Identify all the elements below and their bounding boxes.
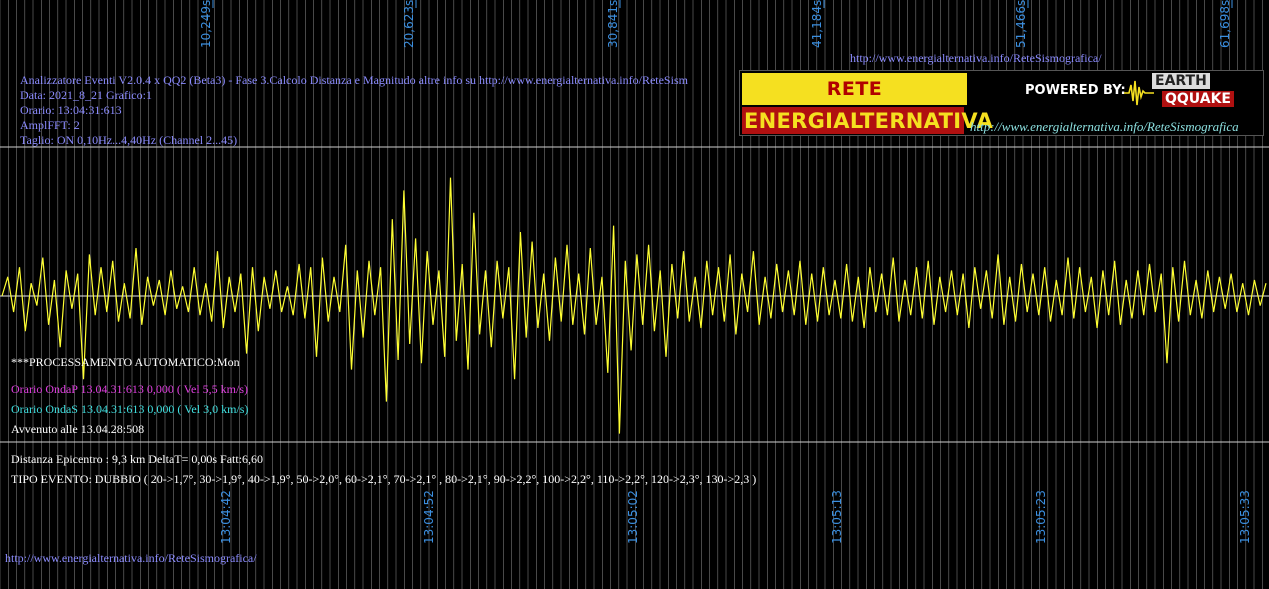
logo-name: ENERGIALTERNATIVA bbox=[744, 109, 993, 133]
epicenter-distance: Distanza Epicentro : 9,3 km DeltaT= 0,00… bbox=[11, 452, 264, 466]
logo-subtitle: del forum bbox=[830, 97, 879, 108]
onda-p-time: Orario OndaP 13.04.31:613 0,000 ( Vel 5,… bbox=[11, 382, 248, 396]
logo-url-link[interactable]: http://www.energialternativa.info/ReteSi… bbox=[970, 119, 1239, 134]
earth-label: EARTH bbox=[1152, 73, 1210, 89]
info-line-ampl: AmplFFT: 2 bbox=[20, 118, 80, 132]
bottom-tick-label-1: 13:04:52 bbox=[422, 490, 436, 544]
top-tick-label-3: 41,184s bbox=[810, 0, 824, 48]
bottom-tick-label-4: 13:05:23 bbox=[1034, 490, 1048, 544]
logo-title: RETE SISMOGRAFICA bbox=[742, 73, 967, 132]
onda-s-time: Orario OndaS 13.04.31:613 0,000 ( Vel 3,… bbox=[11, 402, 249, 416]
event-time: Avvenuto alle 13.04.28:508 bbox=[11, 422, 145, 436]
bottom-tick-labels: 13:04:42 13:04:52 13:05:02 13:05:13 13:05:23… bbox=[219, 490, 1252, 544]
seismograph-wave-icon bbox=[1124, 80, 1154, 106]
bottom-tick-label-3: 13:05:13 bbox=[830, 490, 844, 544]
top-tick-label-5: 61,698s bbox=[1218, 0, 1232, 48]
footer-url-link[interactable]: http://www.energialternativa.info/ReteSi… bbox=[5, 551, 257, 565]
event-type: TIPO EVENTO: DUBBIO ( 20->1,7°, 30->1,9°… bbox=[11, 472, 757, 486]
rete-sismografica-logo: RETE SISMOGRAFICA del forum ENERGIALTERN… bbox=[739, 70, 1264, 136]
info-line-time: Orario: 13:04:31:613 bbox=[20, 103, 122, 117]
bottom-tick-label-5: 13:05:33 bbox=[1238, 490, 1252, 544]
quake-label: QQUAKE bbox=[1162, 91, 1234, 107]
processing-mode: ***PROCESSAMENTO AUTOMATICO:Mon bbox=[11, 355, 240, 369]
top-tick-label-0: 10,249s bbox=[199, 0, 213, 48]
top-tick-label-4: 51,466s bbox=[1014, 0, 1028, 48]
info-line-date: Data: 2021_8_21 Grafico:1 bbox=[20, 88, 152, 102]
info-line-title: Analizzatore Eventi V2.0.4 x QQ2 (Beta3)… bbox=[20, 73, 688, 87]
logo-name-bar bbox=[742, 107, 964, 134]
bottom-tick-label-2: 13:05:02 bbox=[626, 490, 640, 544]
bottom-tick-label-0: 13:04:42 bbox=[219, 490, 233, 544]
top-tick-label-2: 30,841s bbox=[606, 0, 620, 48]
top-url-link[interactable]: http://www.energialternativa.info/ReteSi… bbox=[850, 51, 1102, 65]
info-line-filter: Taglio: ON 0,10Hz...4,40Hz (Channel 2...… bbox=[20, 133, 238, 147]
seismic-trace bbox=[1, 177, 1267, 434]
top-tick-labels: 10,249s 20,623s 30,841s 41,184s 51,466s 61,69… bbox=[199, 0, 1233, 48]
powered-by-label: POWERED BY: bbox=[1025, 83, 1126, 98]
top-tick-label-1: 20,623s bbox=[402, 0, 416, 48]
